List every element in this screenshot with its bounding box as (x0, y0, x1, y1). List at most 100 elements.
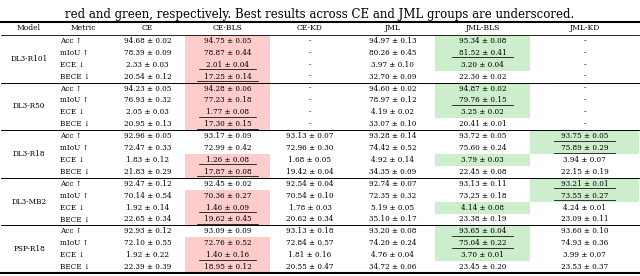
Bar (435, 225, 530, 237)
Text: 17.30 ± 0.15: 17.30 ± 0.15 (204, 120, 252, 128)
Text: 23.38 ± 0.19: 23.38 ± 0.19 (459, 216, 506, 224)
Text: ECE ↓: ECE ↓ (60, 156, 84, 164)
Text: 75.60 ± 0.24: 75.60 ± 0.24 (459, 144, 506, 152)
Text: 72.96 ± 0.30: 72.96 ± 0.30 (286, 144, 333, 152)
Text: 22.30 ± 0.02: 22.30 ± 0.02 (459, 73, 506, 81)
Text: 4.24 ± 0.01: 4.24 ± 0.01 (563, 204, 606, 211)
Text: -: - (308, 37, 311, 45)
Text: 77.23 ± 0.18: 77.23 ± 0.18 (204, 96, 252, 104)
Bar (185, 190, 270, 201)
Text: 3.94 ± 0.07: 3.94 ± 0.07 (563, 156, 606, 164)
Text: 80.26 ± 0.45: 80.26 ± 0.45 (369, 49, 416, 57)
Text: Acc ↑: Acc ↑ (60, 227, 82, 235)
Bar (530, 130, 639, 142)
Text: 3.97 ± 0.10: 3.97 ± 0.10 (371, 61, 414, 69)
Text: mIoU ↑: mIoU ↑ (60, 192, 88, 200)
Text: 17.87 ± 0.08: 17.87 ± 0.08 (204, 168, 252, 176)
Text: 20.41 ± 0.01: 20.41 ± 0.01 (459, 120, 506, 128)
Text: -: - (308, 49, 311, 57)
Text: 23.53 ± 0.37: 23.53 ± 0.37 (561, 263, 608, 271)
Text: DL3-R18: DL3-R18 (13, 150, 45, 158)
Text: 34.72 ± 0.06: 34.72 ± 0.06 (369, 263, 416, 271)
Bar (185, 35, 270, 47)
Text: DL3-R50: DL3-R50 (13, 102, 45, 110)
Text: 1.40 ± 0.16: 1.40 ± 0.16 (206, 251, 249, 259)
Text: PSP-R18: PSP-R18 (13, 245, 45, 253)
Text: ECE ↓: ECE ↓ (60, 61, 84, 69)
Text: -: - (583, 84, 586, 92)
Text: 73.55 ± 0.27: 73.55 ± 0.27 (561, 192, 608, 200)
Text: 72.35 ± 0.32: 72.35 ± 0.32 (369, 192, 416, 200)
Text: 1.68 ± 0.05: 1.68 ± 0.05 (289, 156, 332, 164)
Bar (185, 237, 270, 249)
Text: 93.28 ± 0.14: 93.28 ± 0.14 (369, 132, 416, 140)
Text: 19.62 ± 0.45: 19.62 ± 0.45 (204, 216, 252, 224)
Text: 93.13 ± 0.07: 93.13 ± 0.07 (286, 132, 333, 140)
Text: ECE ↓: ECE ↓ (60, 251, 84, 259)
Text: -: - (308, 108, 311, 116)
Text: 70.14 ± 0.54: 70.14 ± 0.54 (124, 192, 172, 200)
Text: 23.09 ± 0.11: 23.09 ± 0.11 (561, 216, 608, 224)
Bar (530, 142, 639, 154)
Text: 92.54 ± 0.04: 92.54 ± 0.04 (286, 180, 333, 188)
Text: 92.47 ± 0.12: 92.47 ± 0.12 (124, 180, 172, 188)
Text: 93.60 ± 0.10: 93.60 ± 0.10 (561, 227, 608, 235)
Text: -: - (308, 84, 311, 92)
Bar (185, 166, 270, 178)
Text: 93.72 ± 0.05: 93.72 ± 0.05 (459, 132, 506, 140)
Bar (185, 94, 270, 107)
Text: 22.15 ± 0.19: 22.15 ± 0.19 (561, 168, 609, 176)
Text: 79.76 ± 0.15: 79.76 ± 0.15 (459, 96, 506, 104)
Bar (185, 71, 270, 83)
Bar (435, 107, 530, 118)
Text: CE: CE (142, 25, 153, 33)
Text: mIoU ↑: mIoU ↑ (60, 144, 88, 152)
Text: 93.75 ± 0.05: 93.75 ± 0.05 (561, 132, 608, 140)
Text: Acc ↑: Acc ↑ (60, 132, 82, 140)
Text: 92.74 ± 0.07: 92.74 ± 0.07 (369, 180, 416, 188)
Text: -: - (583, 61, 586, 69)
Bar (435, 47, 530, 59)
Text: Acc ↑: Acc ↑ (60, 180, 82, 188)
Text: 20.55 ± 0.47: 20.55 ± 0.47 (286, 263, 333, 271)
Text: -: - (583, 37, 586, 45)
Text: 4.92 ± 0.14: 4.92 ± 0.14 (371, 156, 414, 164)
Bar (435, 154, 530, 166)
Text: 75.89 ± 0.29: 75.89 ± 0.29 (561, 144, 608, 152)
Text: 3.70 ± 0.01: 3.70 ± 0.01 (461, 251, 504, 259)
Text: 70.36 ± 0.27: 70.36 ± 0.27 (204, 192, 251, 200)
Text: 20.54 ± 0.12: 20.54 ± 0.12 (124, 73, 172, 81)
Text: 20.95 ± 0.13: 20.95 ± 0.13 (124, 120, 172, 128)
Bar (185, 118, 270, 130)
Text: mIoU ↑: mIoU ↑ (60, 239, 88, 247)
Text: 92.45 ± 0.02: 92.45 ± 0.02 (204, 180, 252, 188)
Text: 1.46 ± 0.09: 1.46 ± 0.09 (206, 204, 249, 211)
Text: 78.39 ± 0.09: 78.39 ± 0.09 (124, 49, 171, 57)
Text: 72.76 ± 0.52: 72.76 ± 0.52 (204, 239, 252, 247)
Bar (530, 190, 639, 201)
Bar (185, 47, 270, 59)
Text: 94.60 ± 0.02: 94.60 ± 0.02 (369, 84, 416, 92)
Text: 22.45 ± 0.08: 22.45 ± 0.08 (459, 168, 506, 176)
Text: 94.75 ± 0.05: 94.75 ± 0.05 (204, 37, 252, 45)
Text: 21.83 ± 0.29: 21.83 ± 0.29 (124, 168, 172, 176)
Text: 22.39 ± 0.39: 22.39 ± 0.39 (124, 263, 171, 271)
Text: 5.19 ± 0.05: 5.19 ± 0.05 (371, 204, 414, 211)
Text: 78.87 ± 0.44: 78.87 ± 0.44 (204, 49, 252, 57)
Text: 93.13 ± 0.18: 93.13 ± 0.18 (286, 227, 333, 235)
Text: red and green, respectively. Best results across CE and JML groups are underscor: red and green, respectively. Best result… (65, 8, 575, 21)
Text: 1.92 ± 0.22: 1.92 ± 0.22 (126, 251, 169, 259)
Text: Model: Model (17, 25, 41, 33)
Text: 94.87 ± 0.02: 94.87 ± 0.02 (459, 84, 506, 92)
Text: 1.78 ± 0.03: 1.78 ± 0.03 (289, 204, 332, 211)
Text: -: - (583, 108, 586, 116)
Bar (185, 214, 270, 225)
Bar (185, 107, 270, 118)
Text: 3.25 ± 0.02: 3.25 ± 0.02 (461, 108, 504, 116)
Bar (185, 59, 270, 71)
Text: 92.96 ± 0.05: 92.96 ± 0.05 (124, 132, 172, 140)
Text: 1.26 ± 0.08: 1.26 ± 0.08 (206, 156, 249, 164)
Text: 2.05 ± 0.03: 2.05 ± 0.03 (126, 108, 169, 116)
Text: CE-KD: CE-KD (297, 25, 323, 33)
Bar (185, 154, 270, 166)
